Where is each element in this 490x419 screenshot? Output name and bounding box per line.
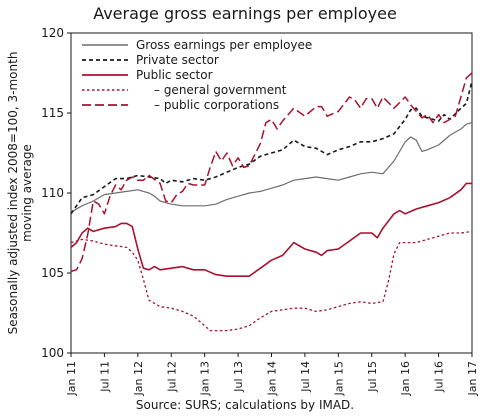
x-tick-label: Jul 15	[366, 361, 379, 393]
y-ticks: 100 105 110 115 120	[41, 26, 71, 360]
x-tick-label: Jul 11	[98, 361, 111, 393]
chart-source: Source: SURS; calculations by IMAD.	[135, 398, 355, 412]
x-tick-label: Jan 11	[65, 361, 78, 396]
legend-label: Public sector	[136, 68, 213, 82]
y-tick-label: 100	[41, 346, 64, 360]
x-tick-label: Jan 16	[399, 361, 412, 396]
legend-label: Gross earnings per employee	[136, 38, 312, 52]
x-tick-label: Jul 12	[165, 361, 178, 393]
series-line-0	[70, 122, 473, 213]
series-lines	[70, 72, 473, 332]
x-tick-label: Jul 13	[232, 361, 245, 393]
x-tick-label: Jan 14	[266, 361, 279, 396]
y-tick-label: 115	[41, 106, 64, 120]
series-line-3	[70, 230, 473, 332]
x-tick-label: Jul 14	[299, 361, 312, 393]
axes	[70, 32, 473, 354]
x-tick-label: Jan 17	[466, 361, 479, 396]
x-tick-label: Jan 13	[199, 361, 212, 396]
y-tick-label: 105	[41, 266, 64, 280]
y-axis-label: Seasonally adjusted index 2008=100, 3-mo…	[6, 52, 34, 335]
legend-label: – public corporations	[154, 98, 279, 112]
x-tick-label: Jan 12	[132, 361, 145, 396]
x-tick-label: Jan 15	[332, 361, 345, 396]
y-tick-label: 120	[41, 26, 64, 40]
legend-label: – general government	[154, 83, 287, 97]
y-tick-label: 110	[41, 186, 64, 200]
y-axis-label-line1: Seasonally adjusted index 2008=100, 3-mo…	[6, 52, 20, 335]
x-ticks: Jan 11 Jul 11 Jan 12 Jul 12 Jan 13 Jul 13 Jan …	[65, 353, 479, 396]
series-line-4	[70, 72, 473, 273]
series-line-2	[70, 182, 472, 278]
y-axis-label-line2: moving average	[20, 144, 34, 242]
plot-frame	[70, 32, 473, 354]
legend-label: Private sector	[136, 53, 219, 67]
chart-title: Average gross earnings per employee	[93, 4, 397, 23]
x-tick-label: Jul 16	[433, 361, 446, 393]
